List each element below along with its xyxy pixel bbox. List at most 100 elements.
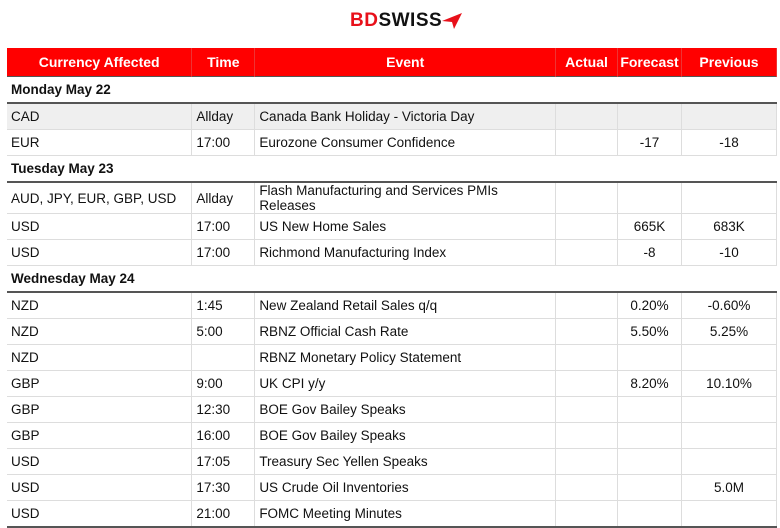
table-row: EUR 17:00 Eurozone Consumer Confidence -17-…	[7, 129, 777, 156]
table-row: USD 21:00 FOMC Meeting Minutes	[7, 500, 777, 528]
currency-cell: USD	[7, 448, 193, 475]
table-row: CAD Allday Canada Bank Holiday - Victoria …	[7, 103, 777, 130]
currency-cell: GBP	[7, 396, 193, 423]
time-cell: Allday	[191, 103, 256, 130]
column-header: Event	[254, 48, 557, 77]
time-cell: 17:00	[191, 213, 256, 240]
forecast-cell	[617, 474, 682, 501]
currency-cell: CAD	[7, 103, 193, 130]
time-cell: 5:00	[191, 318, 256, 345]
time-cell: 1:45	[191, 292, 256, 319]
time-cell: Allday	[191, 182, 256, 214]
actual-cell	[555, 370, 619, 397]
event-cell: RBNZ Official Cash Rate	[254, 318, 557, 345]
table-row: NZD RBNZ Monetary Policy Statement	[7, 344, 777, 371]
event-cell: US Crude Oil Inventories	[254, 474, 557, 501]
actual-cell	[555, 422, 619, 449]
actual-cell	[555, 182, 619, 214]
time-cell: 17:00	[191, 239, 256, 266]
event-cell: Eurozone Consumer Confidence	[254, 129, 557, 156]
currency-cell: GBP	[7, 370, 193, 397]
event-cell: Canada Bank Holiday - Victoria Day	[254, 103, 557, 130]
previous-cell: 5.0M	[681, 474, 777, 501]
actual-cell	[555, 500, 619, 528]
actual-cell	[555, 474, 619, 501]
table-header-row: Currency Affected Time Event Actual Forecast…	[7, 48, 777, 77]
actual-cell	[555, 103, 619, 130]
event-cell: FOMC Meeting Minutes	[254, 500, 557, 528]
table-row: AUD, JPY, EUR, GBP, USD Allday Flash Manuf…	[7, 182, 777, 214]
previous-cell: 683K	[681, 213, 777, 240]
day-label: Monday May 22	[7, 76, 777, 104]
column-header: Time	[191, 48, 256, 77]
column-header: Forecast	[617, 48, 682, 77]
time-cell: 17:05	[191, 448, 256, 475]
currency-cell: AUD, JPY, EUR, GBP, USD	[7, 182, 193, 214]
previous-cell	[681, 103, 777, 130]
event-cell: BOE Gov Bailey Speaks	[254, 422, 557, 449]
forecast-cell: -17	[617, 129, 682, 156]
day-row: Wednesday May 24	[7, 265, 777, 293]
table-row: GBP 12:30 BOE Gov Bailey Speaks	[7, 396, 777, 423]
previous-cell	[681, 396, 777, 423]
actual-cell	[555, 318, 619, 345]
column-header: Previous	[681, 48, 777, 77]
column-header: Currency Affected	[7, 48, 193, 77]
forecast-cell: 5.50%	[617, 318, 682, 345]
forecast-cell: 8.20%	[617, 370, 682, 397]
event-cell: New Zealand Retail Sales q/q	[254, 292, 557, 319]
actual-cell	[555, 344, 619, 371]
previous-cell	[681, 344, 777, 371]
previous-cell: 5.25%	[681, 318, 777, 345]
time-cell: 17:30	[191, 474, 256, 501]
bdswiss-logo: BD SWISS	[350, 10, 463, 32]
economic-calendar-table: Currency Affected Time Event Actual Forecast…	[7, 48, 777, 528]
event-cell: RBNZ Monetary Policy Statement	[254, 344, 557, 371]
forecast-cell	[617, 500, 682, 528]
previous-cell: -10	[681, 239, 777, 266]
table-row: USD 17:05 Treasury Sec Yellen Speaks	[7, 448, 777, 475]
currency-cell: USD	[7, 500, 193, 528]
table-row: NZD 5:00 RBNZ Official Cash Rate 5.50% 5.25%	[7, 318, 777, 345]
currency-cell: EUR	[7, 129, 193, 156]
actual-cell	[555, 239, 619, 266]
currency-cell: USD	[7, 474, 193, 501]
time-cell: 16:00	[191, 422, 256, 449]
table-row: NZD 1:45 New Zealand Retail Sales q/q 0.20%…	[7, 292, 777, 319]
day-label: Tuesday May 23	[7, 155, 777, 183]
forecast-cell	[617, 182, 682, 214]
time-cell: 9:00	[191, 370, 256, 397]
forecast-cell	[617, 103, 682, 130]
forecast-cell	[617, 344, 682, 371]
actual-cell	[555, 213, 619, 240]
event-cell: Richmond Manufacturing Index	[254, 239, 557, 266]
event-cell: Flash Manufacturing and Services PMIs Re…	[254, 182, 557, 214]
currency-cell: NZD	[7, 344, 193, 371]
forecast-cell	[617, 448, 682, 475]
previous-cell	[681, 182, 777, 214]
actual-cell	[555, 129, 619, 156]
table-row: USD 17:00 Richmond Manufacturing Index -8 -1…	[7, 239, 777, 266]
previous-cell	[681, 422, 777, 449]
previous-cell: 10.10%	[681, 370, 777, 397]
logo-arrow-icon	[442, 13, 463, 29]
forecast-cell	[617, 396, 682, 423]
currency-cell: NZD	[7, 318, 193, 345]
previous-cell	[681, 448, 777, 475]
time-cell: 12:30	[191, 396, 256, 423]
event-cell: Treasury Sec Yellen Speaks	[254, 448, 557, 475]
time-cell: 21:00	[191, 500, 256, 528]
forecast-cell	[617, 422, 682, 449]
previous-cell: -18	[681, 129, 777, 156]
forecast-cell: -8	[617, 239, 682, 266]
actual-cell	[555, 396, 619, 423]
currency-cell: USD	[7, 213, 193, 240]
time-cell	[191, 344, 256, 371]
actual-cell	[555, 292, 619, 319]
time-cell: 17:00	[191, 129, 256, 156]
table-row: USD 17:30 US Crude Oil Inventories 5.0M	[7, 474, 777, 501]
currency-cell: GBP	[7, 422, 193, 449]
day-label: Wednesday May 24	[7, 265, 777, 293]
event-cell: BOE Gov Bailey Speaks	[254, 396, 557, 423]
forecast-cell: 0.20%	[617, 292, 682, 319]
